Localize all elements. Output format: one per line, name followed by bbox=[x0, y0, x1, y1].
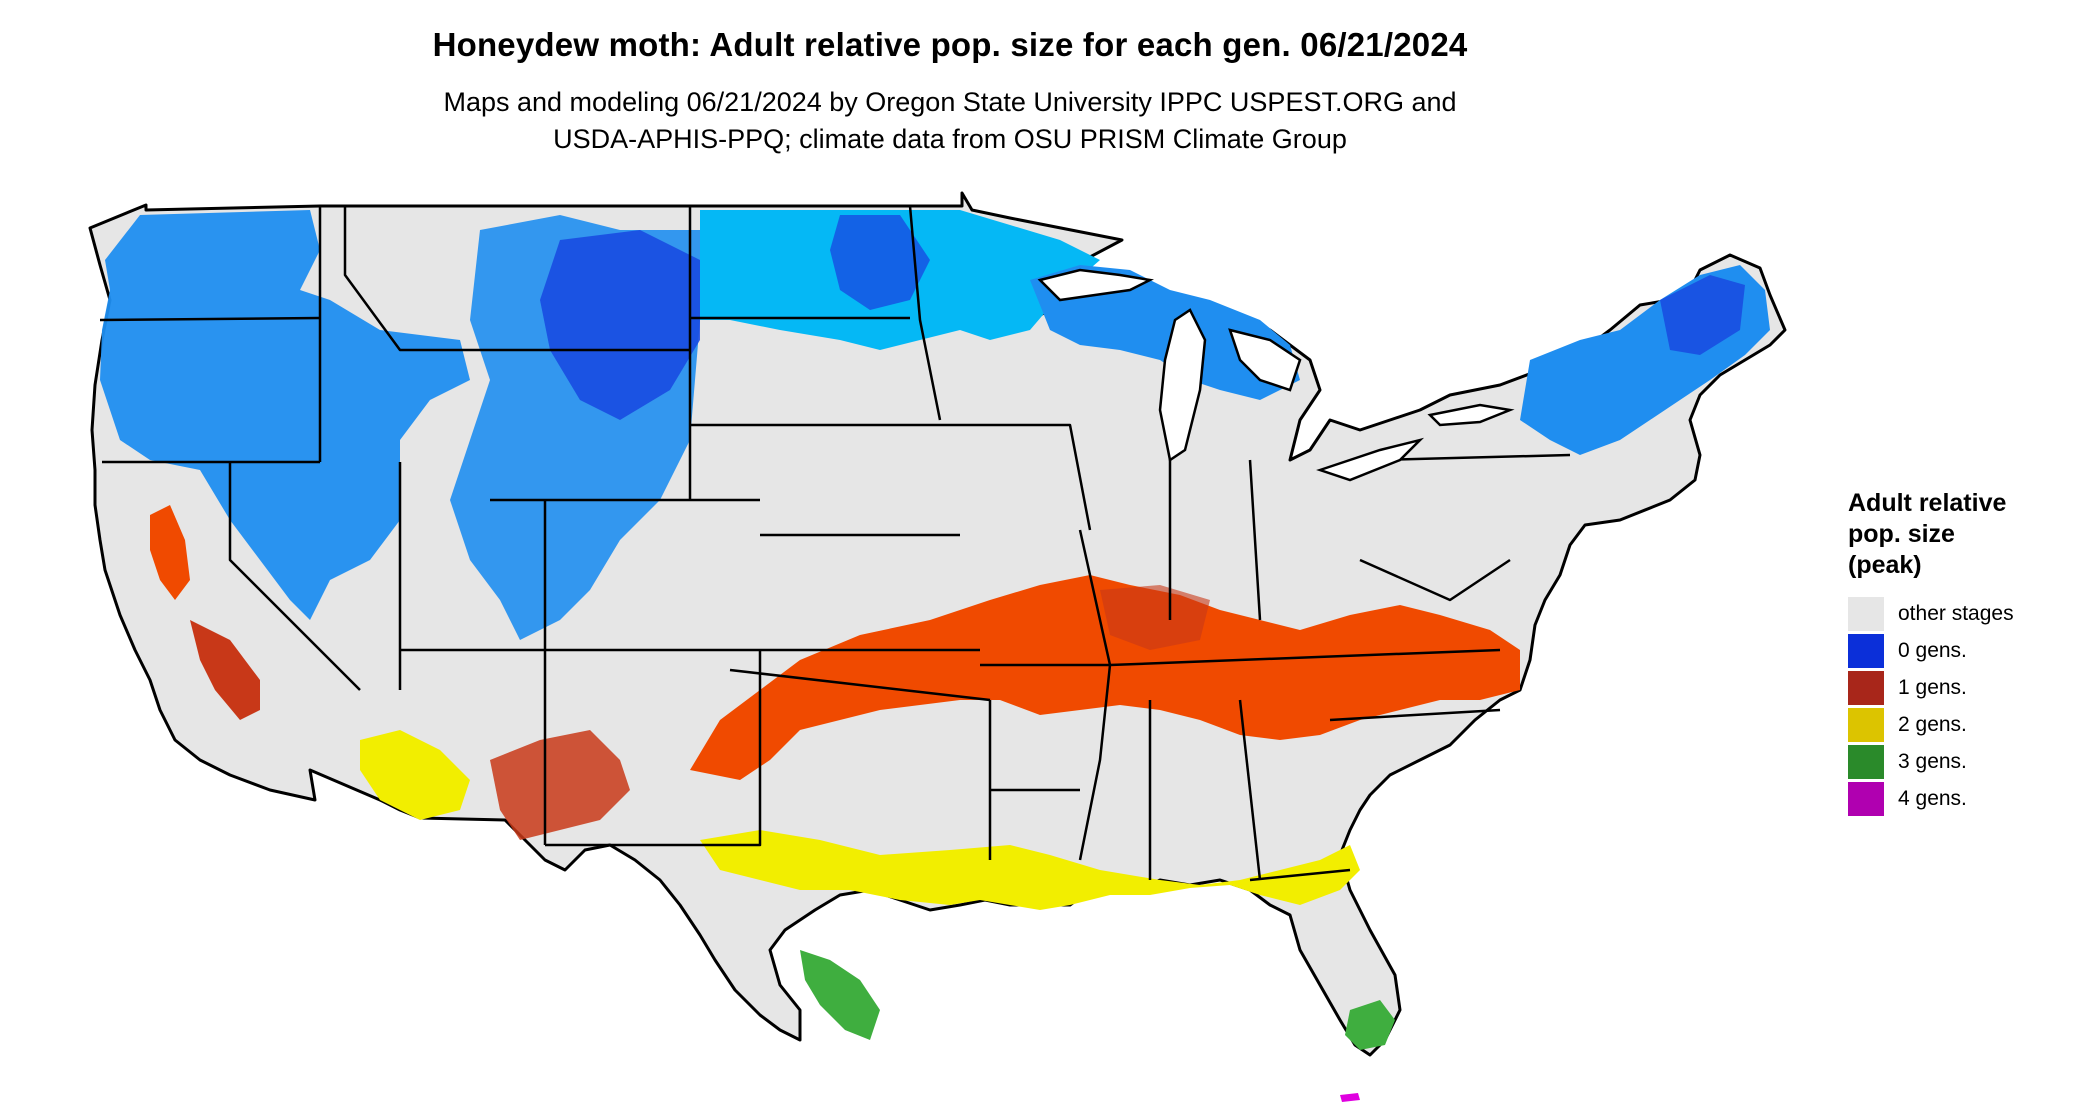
legend-label: 2 gens. bbox=[1898, 712, 1967, 736]
border-ga-fl bbox=[1249, 868, 1351, 882]
zone-deep-blue-northern-minnesota bbox=[830, 215, 930, 310]
legend-item: 3 gens. bbox=[1848, 743, 2088, 780]
legend-label: 1 gens. bbox=[1898, 675, 1967, 699]
map-subtitle: Maps and modeling 06/21/2024 by Oregon S… bbox=[0, 84, 1900, 158]
zone-orange-southern-california bbox=[190, 620, 260, 720]
border-nc-sc bbox=[1329, 708, 1501, 722]
border-ia-mo bbox=[930, 423, 1092, 531]
zone-green-south-florida bbox=[1345, 1000, 1395, 1050]
border-nm-tx bbox=[545, 650, 762, 847]
legend-swatch bbox=[1848, 670, 1884, 705]
legend-items: other stages 0 gens. 1 gens. 2 gens. 3 gens.… bbox=[1848, 595, 2088, 817]
legend-item: 4 gens. bbox=[1848, 780, 2088, 817]
zone-deep-blue-maine bbox=[1660, 275, 1745, 355]
zone-dark-red-kentucky bbox=[1100, 585, 1210, 650]
legend-title-line-2: pop. size bbox=[1848, 520, 1955, 548]
border-tn-ky bbox=[1109, 648, 1501, 667]
legend-swatch bbox=[1848, 633, 1884, 668]
subtitle-line-2: USDA-APHIS-PPQ; climate data from OSU PR… bbox=[553, 124, 1347, 154]
legend-item: 0 gens. bbox=[1848, 632, 2088, 669]
legend-label: 4 gens. bbox=[1898, 786, 1967, 810]
us-map-svg bbox=[88, 191, 1787, 1102]
map-title: Honeydew moth: Adult relative pop. size … bbox=[432, 26, 1468, 63]
lake-huron bbox=[1228, 328, 1302, 392]
zone-magenta-keys bbox=[1340, 1093, 1360, 1102]
legend-swatch bbox=[1848, 781, 1884, 816]
zone-cyan-wisconsin-michigan bbox=[1030, 265, 1300, 400]
legend-item: 2 gens. bbox=[1848, 706, 2088, 743]
zone-yellow-gulf bbox=[700, 830, 1360, 910]
zone-deep-blue-wyoming bbox=[540, 230, 700, 420]
zone-orange-main-band bbox=[690, 575, 1520, 780]
border-va-wv bbox=[1359, 558, 1511, 602]
legend-item: 1 gens. bbox=[1848, 669, 2088, 706]
legend-swatch bbox=[1848, 596, 1884, 631]
zone-orange-southwest bbox=[490, 730, 630, 840]
border-pa-ny bbox=[1379, 453, 1571, 462]
us-map bbox=[0, 180, 1840, 1116]
subtitle-line-1: Maps and modeling 06/21/2024 by Oregon S… bbox=[443, 87, 1457, 117]
zone-orange-california bbox=[150, 505, 190, 600]
state-borders bbox=[99, 205, 1571, 882]
zone-blue-northwest bbox=[100, 210, 470, 620]
lake-ontario bbox=[1427, 403, 1515, 427]
border-mississippi-river bbox=[1078, 529, 1112, 861]
border-nv-ca bbox=[228, 462, 361, 691]
border-ok-tx bbox=[729, 668, 991, 702]
zone-yellow-arizona bbox=[360, 730, 470, 820]
legend-item: other stages bbox=[1848, 595, 2088, 632]
border-id-mt bbox=[343, 206, 470, 352]
legend-title-line-3: (peak) bbox=[1848, 551, 1922, 579]
legend-label: other stages bbox=[1898, 601, 2014, 625]
lake-michigan bbox=[1158, 308, 1207, 463]
legend-title: Adult relative pop. size (peak) bbox=[1848, 488, 2088, 581]
zone-green-south-texas bbox=[800, 950, 880, 1040]
border-al-ga bbox=[1238, 699, 1262, 881]
legend-label: 0 gens. bbox=[1898, 638, 1967, 662]
lake-erie bbox=[1316, 437, 1425, 482]
legend-title-line-1: Adult relative bbox=[1848, 489, 2007, 517]
lake-superior bbox=[1037, 268, 1154, 302]
border-wa-or bbox=[99, 316, 321, 322]
legend-label: 3 gens. bbox=[1898, 749, 1967, 773]
legend-swatch bbox=[1848, 744, 1884, 779]
border-in-oh bbox=[1248, 459, 1262, 621]
map-legend: Adult relative pop. size (peak) other st… bbox=[1848, 488, 2088, 817]
legend-swatch bbox=[1848, 707, 1884, 742]
border-mn-west bbox=[908, 205, 942, 421]
